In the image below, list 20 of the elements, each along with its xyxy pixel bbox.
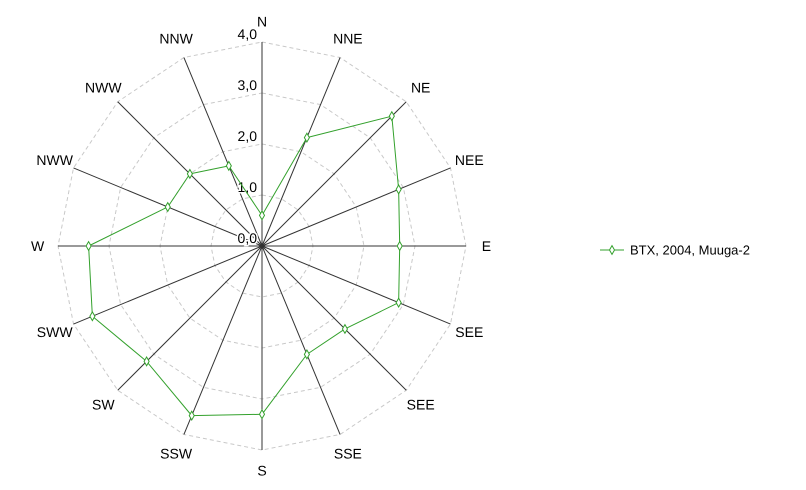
spoke-label: SWW xyxy=(36,324,74,340)
spoke-label: SEE xyxy=(455,324,484,340)
spoke-label: SSE xyxy=(334,445,362,462)
legend-label: BTX, 2004, Muuga-2 xyxy=(630,242,750,258)
spoke-label: SW xyxy=(92,396,116,413)
y-tick-label: 4,0 xyxy=(238,26,258,42)
spoke-label: NNE xyxy=(333,30,363,47)
spoke-label: NWW xyxy=(36,152,74,168)
spoke-label: S xyxy=(257,462,267,478)
y-tick-label: 3,0 xyxy=(238,77,258,93)
spoke-label: N xyxy=(256,14,268,30)
spoke-label: NE xyxy=(410,79,430,96)
spoke-label: SSW xyxy=(160,445,193,462)
spoke-label: W xyxy=(30,238,45,254)
spoke-label: E xyxy=(482,238,492,254)
spoke-label: NEE xyxy=(454,152,484,168)
spoke-label: SEE xyxy=(406,396,435,413)
y-tick-label: 2,0 xyxy=(238,128,258,144)
spoke-label: NWW xyxy=(85,79,122,96)
spoke-label: NNW xyxy=(159,30,194,47)
